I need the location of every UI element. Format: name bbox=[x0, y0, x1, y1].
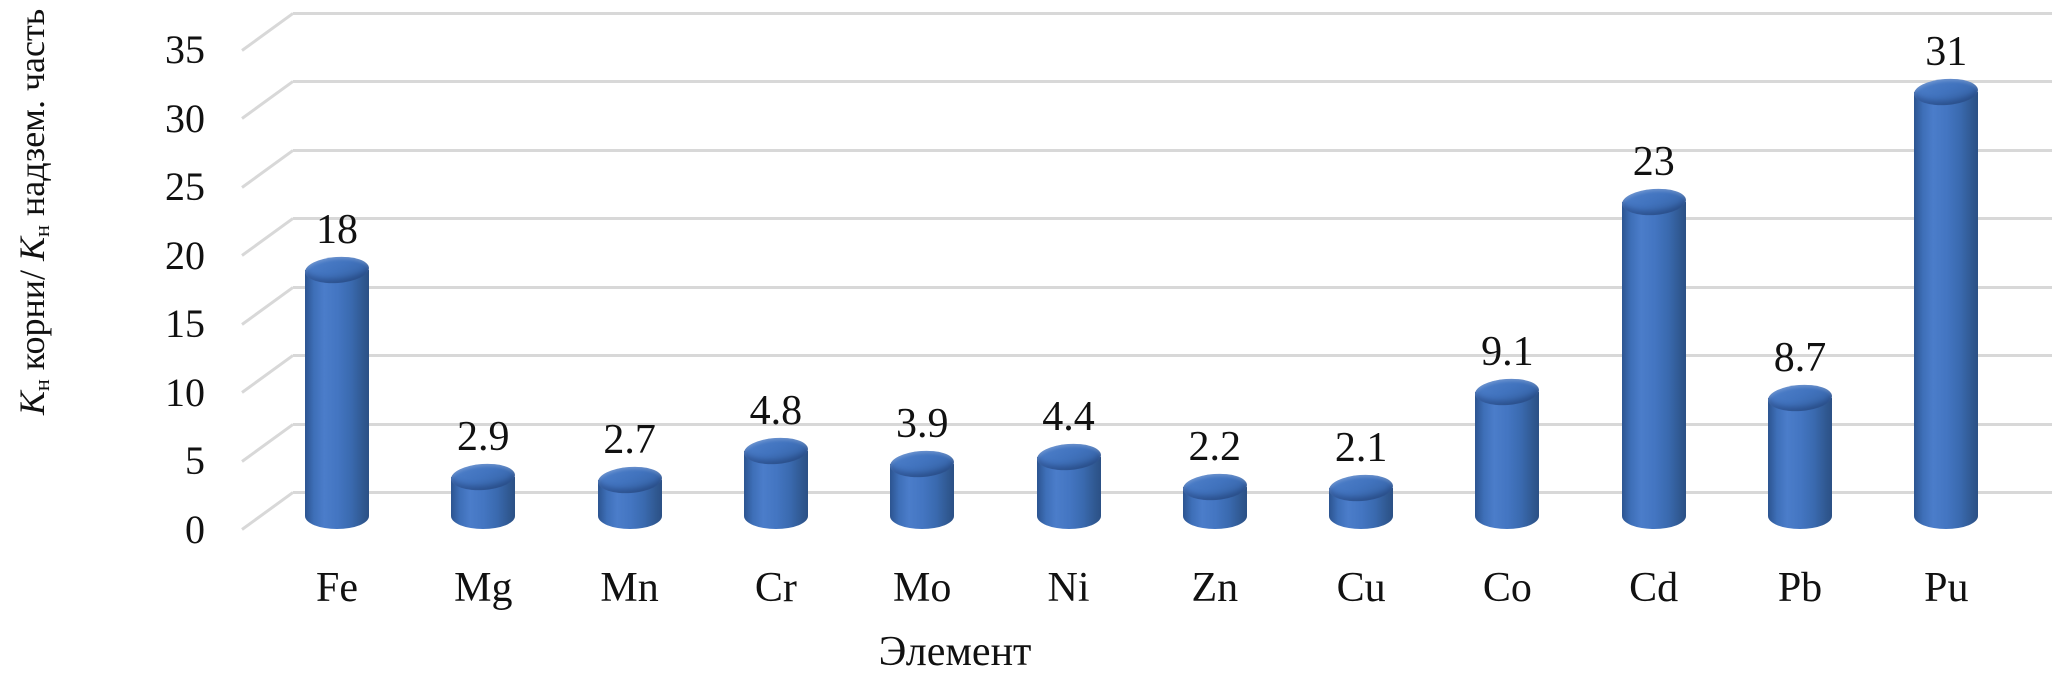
gridline-perspective-stub bbox=[241, 11, 294, 52]
y-axis-title: Kн корни/ Kн надзем. часть bbox=[10, 0, 54, 428]
gridline-perspective-stub bbox=[241, 354, 294, 394]
bar-cylinder bbox=[743, 451, 808, 529]
y-axis-title-segment: надзем. часть bbox=[12, 8, 52, 226]
y-tick-label: 15 bbox=[165, 301, 205, 346]
y-tick-label: 5 bbox=[185, 438, 205, 483]
gridline bbox=[293, 80, 2052, 83]
data-label: 9.1 bbox=[1481, 329, 1534, 376]
category-label: Pb bbox=[1777, 565, 1823, 611]
data-label: 3.9 bbox=[895, 400, 949, 447]
y-tick-label: 30 bbox=[165, 95, 205, 141]
data-label: 4.4 bbox=[1042, 393, 1095, 440]
bar-cylinder bbox=[1621, 201, 1686, 529]
category-label: Cr bbox=[754, 565, 797, 611]
gridline-perspective-stub bbox=[241, 80, 294, 120]
y-axis-title-segment: K bbox=[12, 391, 52, 416]
gridline-perspective-stub bbox=[241, 148, 294, 189]
category-label: Mn bbox=[600, 565, 659, 611]
category-label: Zn bbox=[1191, 565, 1239, 611]
gridline bbox=[293, 354, 2052, 357]
x-axis-title: Элемент bbox=[878, 629, 1032, 675]
y-tick-label: 35 bbox=[165, 27, 205, 72]
data-label: 8.7 bbox=[1773, 334, 1827, 381]
category-label: Co bbox=[1482, 565, 1532, 611]
data-label: 18 bbox=[316, 207, 358, 254]
category-label: Cd bbox=[1629, 565, 1679, 611]
y-tick-label: 10 bbox=[165, 369, 205, 415]
gridline-perspective-stub bbox=[241, 422, 294, 463]
data-label: 4.8 bbox=[749, 388, 803, 435]
category-label: Pu bbox=[1924, 565, 1969, 611]
gridline bbox=[293, 148, 2052, 152]
gridline bbox=[293, 491, 2052, 494]
gridline bbox=[293, 217, 2052, 220]
gridline bbox=[293, 11, 2052, 15]
y-axis-title-segment: K bbox=[12, 236, 52, 261]
bar-cylinder bbox=[1768, 397, 1832, 529]
bar-cylinder bbox=[305, 270, 369, 529]
bar-cylinder bbox=[1475, 392, 1540, 529]
gridline-perspective-stub bbox=[241, 285, 294, 326]
y-axis-title-segment: н bbox=[28, 379, 54, 392]
data-label: 23 bbox=[1632, 138, 1675, 185]
bar-cylinder bbox=[1914, 92, 1979, 529]
data-label: 2.9 bbox=[457, 414, 510, 461]
gridline-perspective-stub bbox=[241, 491, 294, 531]
y-tick-label: 0 bbox=[185, 506, 205, 552]
category-label: Fe bbox=[316, 565, 358, 611]
category-label: Ni bbox=[1047, 565, 1090, 611]
data-label: 2.1 bbox=[1334, 425, 1388, 472]
y-axis-title-segment: корни/ bbox=[12, 261, 52, 380]
category-label: Mo bbox=[893, 565, 952, 611]
category-label: Mg bbox=[454, 565, 513, 611]
gridline bbox=[293, 422, 2052, 426]
category-label: Cu bbox=[1336, 565, 1386, 611]
data-label: 2.7 bbox=[603, 417, 656, 463]
gridline bbox=[293, 285, 2052, 289]
y-tick-label: 25 bbox=[165, 164, 205, 209]
data-label: 31 bbox=[1925, 29, 1968, 76]
y-tick-label: 20 bbox=[165, 232, 205, 278]
data-label: 2.2 bbox=[1188, 423, 1242, 470]
y-axis-title-segment: н bbox=[28, 225, 54, 237]
